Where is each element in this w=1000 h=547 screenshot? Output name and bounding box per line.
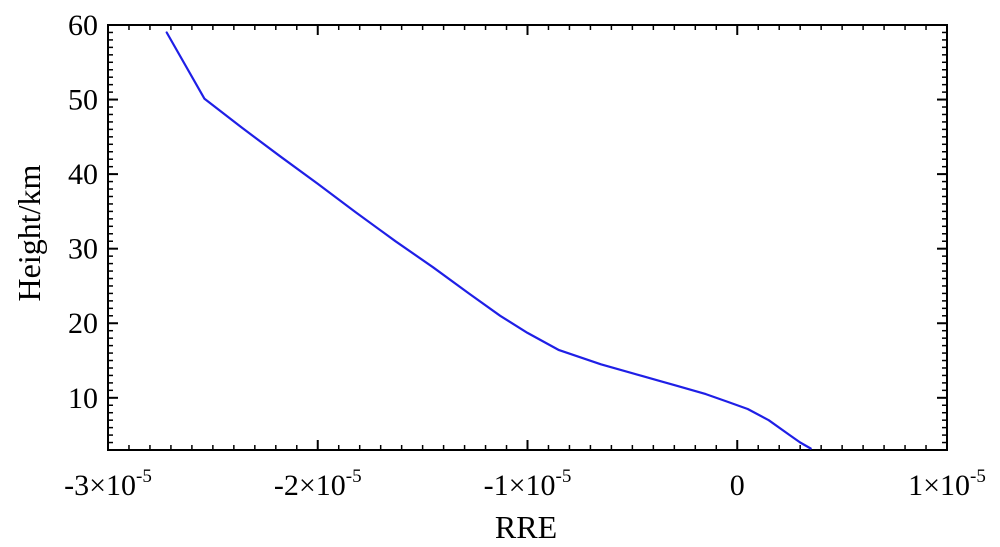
x-tick-label: 0: [730, 469, 745, 502]
x-axis-title: RRE: [495, 509, 557, 545]
y-tick-label: 60: [68, 9, 98, 42]
y-tick-label: 50: [68, 84, 98, 117]
x-tick-exponent: -5: [136, 466, 152, 487]
x-tick-label: 1×10-5: [908, 466, 986, 502]
y-axis: 10 20 30 40 50 60: [68, 9, 947, 451]
y-tick-label: 30: [68, 233, 98, 266]
y-tick-label: 10: [68, 382, 98, 415]
x-tick-exponent: -5: [346, 466, 362, 487]
x-tick-exponent: -5: [556, 466, 572, 487]
series-line-0: [165, 31, 812, 450]
x-tick-label: -1×10-5: [484, 466, 572, 502]
y-axis-title: Height/km: [11, 164, 47, 301]
y-tick-label: 20: [68, 307, 98, 340]
x-tick-exponent: -5: [970, 466, 986, 487]
x-tick-label: -2×10-5: [274, 466, 362, 502]
plot-frame: [107, 24, 948, 451]
plot-area: [107, 24, 948, 451]
y-tick-label: 40: [68, 158, 98, 191]
x-tick-label: -3×10-5: [64, 466, 152, 502]
